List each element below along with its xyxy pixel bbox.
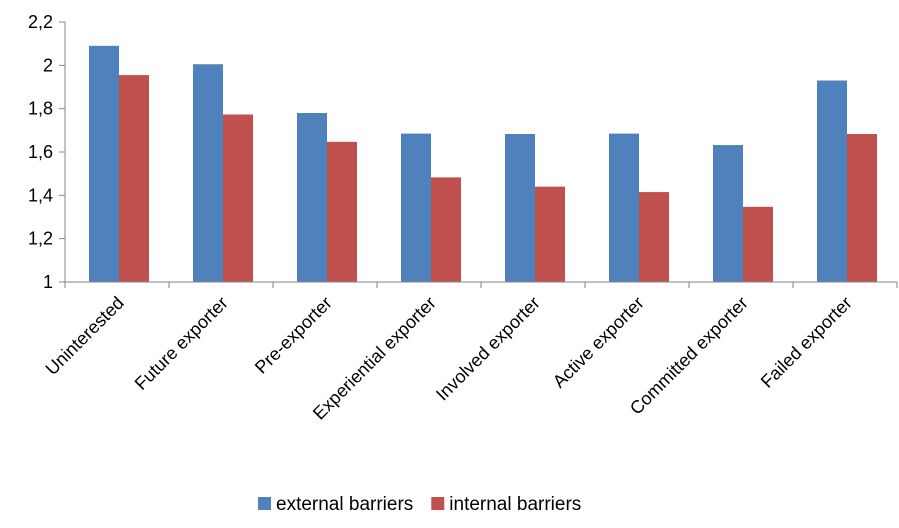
- bar-internal-2: [327, 142, 357, 282]
- bar-external-1: [193, 64, 223, 282]
- y-tick-labels: 1 1,2 1,4 1,6 1,8 2 2,2: [28, 12, 53, 292]
- category-label: Involved exporter: [432, 293, 544, 405]
- y-tick-label: 1,2: [28, 229, 53, 249]
- bar-external-7: [817, 81, 847, 283]
- y-tick-label: 1,6: [28, 142, 53, 162]
- category-label: Failed exporter: [757, 293, 856, 392]
- category-label: Active exporter: [549, 293, 648, 392]
- legend-swatch-external: [258, 497, 271, 510]
- bar-external-0: [89, 46, 119, 282]
- bar-external-4: [505, 134, 535, 282]
- legend-label-internal: internal barriers: [449, 494, 581, 515]
- y-tick-label: 2: [43, 55, 53, 75]
- category-label: Pre-exporter: [251, 293, 336, 378]
- bar-internal-6: [743, 207, 773, 282]
- category-labels: UninterestedFuture exporterPre-exporterE…: [42, 293, 856, 424]
- y-tick-label: 1,8: [28, 99, 53, 119]
- category-label: Committed exporter: [626, 293, 752, 419]
- bar-internal-0: [119, 75, 149, 282]
- bar-external-5: [609, 134, 639, 282]
- bar-internal-3: [431, 177, 461, 282]
- bar-internal-7: [847, 134, 877, 282]
- bar-external-3: [401, 134, 431, 282]
- legend-label-external: external barriers: [276, 494, 413, 515]
- bar-external-2: [297, 113, 327, 282]
- y-tick-label: 1,4: [28, 185, 53, 205]
- category-label: Uninterested: [42, 293, 128, 379]
- category-label: Future exporter: [131, 293, 232, 394]
- y-tick-label: 1: [43, 272, 53, 292]
- bar-internal-4: [535, 187, 565, 282]
- bar-external-6: [713, 145, 743, 282]
- bars: [89, 46, 877, 282]
- y-tick-label: 2,2: [28, 12, 53, 32]
- legend-swatch-internal: [431, 497, 444, 510]
- bar-internal-5: [639, 192, 669, 282]
- legend: external barriers internal barriers: [258, 494, 581, 515]
- bar-internal-1: [223, 115, 253, 282]
